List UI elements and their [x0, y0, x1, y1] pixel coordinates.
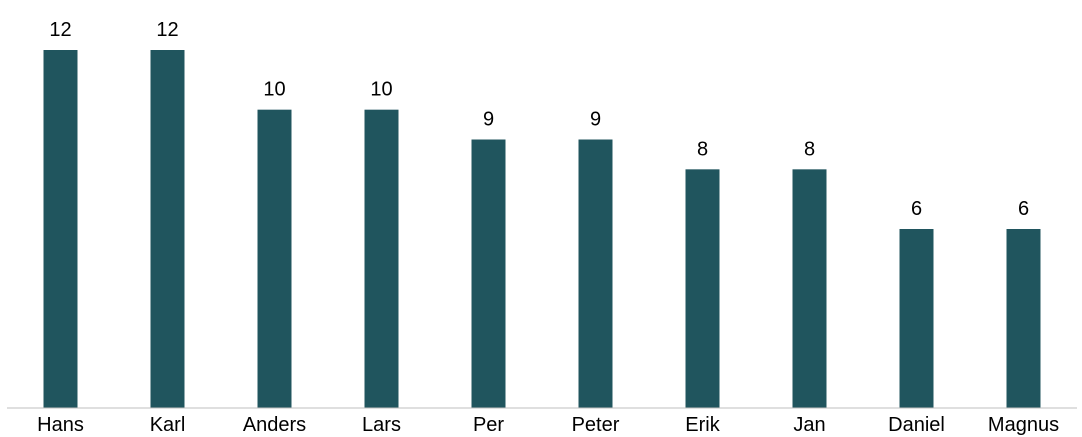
- x-tick-label-hans: Hans: [37, 414, 84, 436]
- value-label-daniel: 6: [911, 198, 922, 220]
- bar-hans: [43, 50, 78, 408]
- x-tick-label-peter: Peter: [572, 414, 620, 436]
- value-label-magnus: 6: [1018, 198, 1029, 220]
- bar-per: [471, 139, 506, 408]
- value-label-peter: 9: [590, 109, 601, 131]
- value-labels-group: 12 12 10 10 9 9 8 8 6 6: [49, 19, 1029, 220]
- bar-karl: [150, 50, 185, 408]
- value-label-lars: 10: [370, 79, 392, 101]
- value-label-karl: 12: [156, 19, 178, 41]
- bar-lars: [364, 109, 399, 409]
- x-tick-label-lars: Lars: [362, 414, 401, 436]
- x-tick-label-daniel: Daniel: [888, 414, 945, 436]
- x-tick-label-magnus: Magnus: [988, 414, 1059, 436]
- bar-peter: [578, 139, 613, 408]
- x-tick-label-erik: Erik: [685, 414, 720, 436]
- x-tick-label-karl: Karl: [150, 414, 186, 436]
- value-label-jan: 8: [804, 138, 815, 160]
- value-label-per: 9: [483, 109, 494, 131]
- value-label-hans: 12: [49, 19, 71, 41]
- x-tick-label-jan: Jan: [793, 414, 825, 436]
- bar-magnus: [1006, 229, 1041, 408]
- x-tick-labels-group: Hans Karl Anders Lars Per Peter Erik Jan Daniel M…: [37, 414, 1059, 436]
- bar-daniel: [899, 229, 934, 408]
- x-tick-label-per: Per: [473, 414, 504, 436]
- bar-anders: [257, 109, 292, 409]
- bar-jan: [792, 169, 827, 408]
- bars-group: [43, 50, 1041, 409]
- bar-erik: [685, 169, 720, 408]
- value-label-anders: 10: [263, 79, 285, 101]
- value-label-erik: 8: [697, 138, 708, 160]
- x-tick-label-anders: Anders: [243, 414, 306, 436]
